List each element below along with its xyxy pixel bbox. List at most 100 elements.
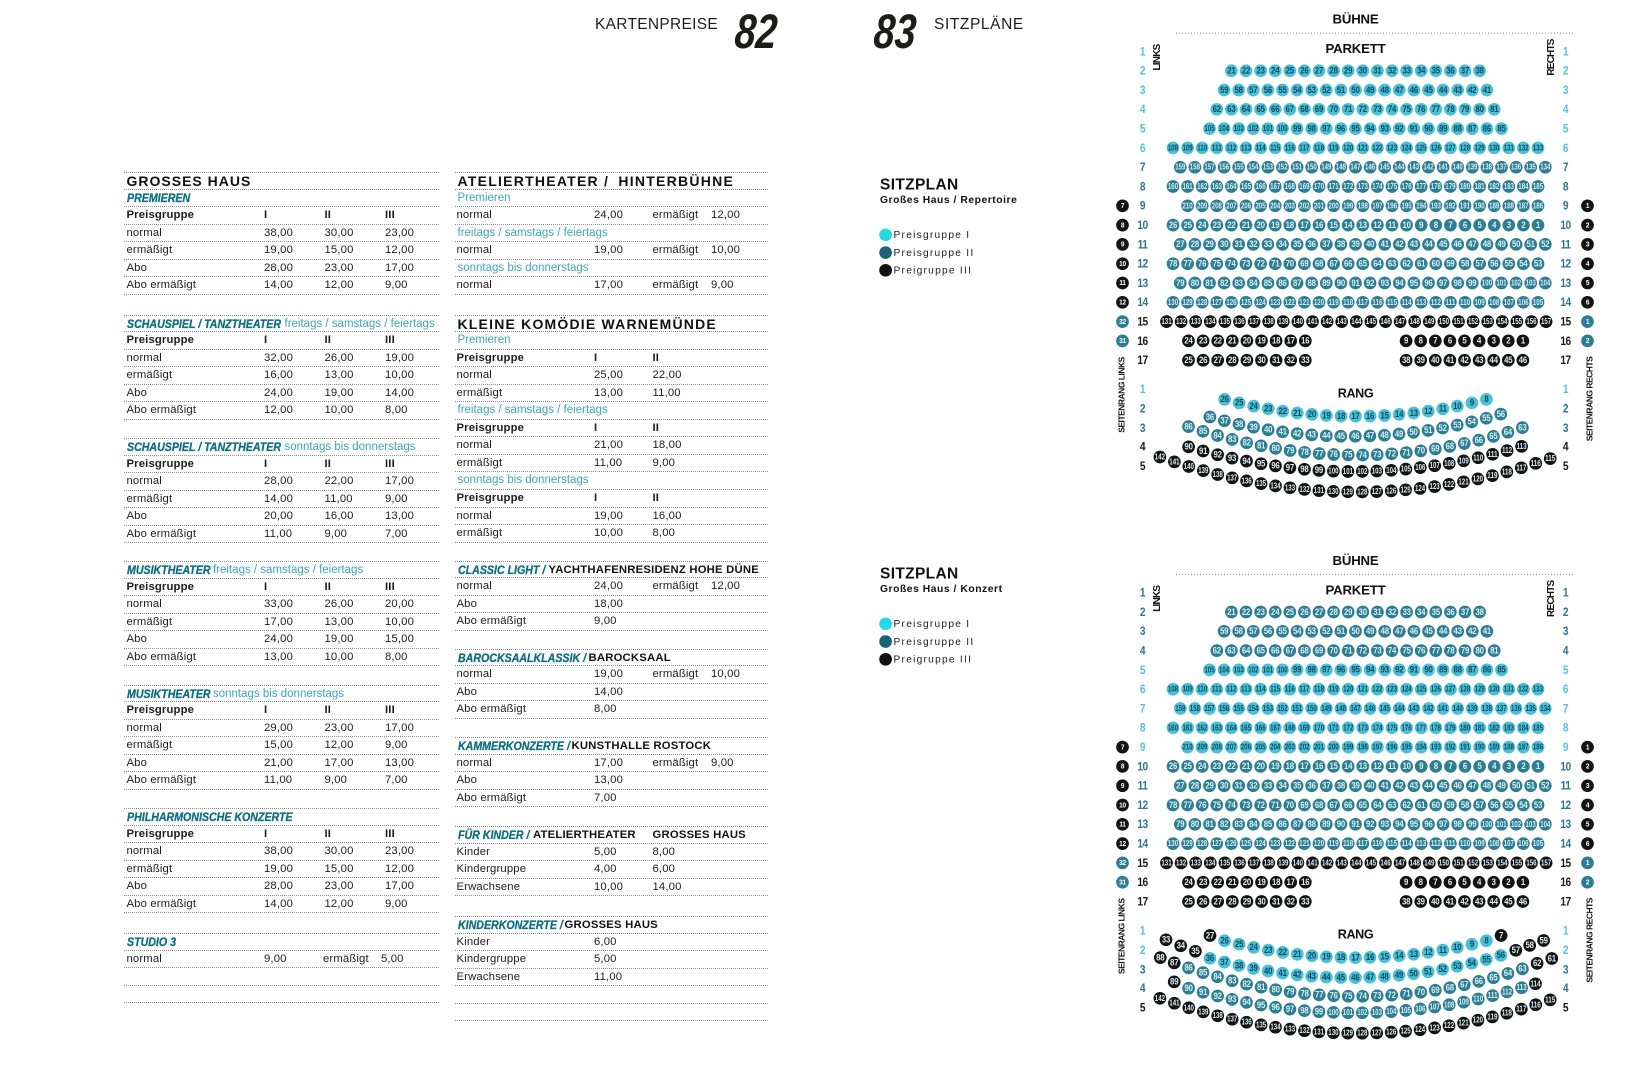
svg-text:134: 134 [1205,858,1216,868]
svg-text:156: 156 [1219,162,1230,172]
svg-text:52: 52 [1322,626,1331,637]
svg-text:186: 186 [1533,742,1544,752]
svg-text:39: 39 [1351,780,1360,791]
svg-text:95: 95 [1257,458,1266,469]
svg-text:43: 43 [1475,896,1484,907]
svg-text:171: 171 [1328,723,1339,733]
svg-text:119: 119 [1328,684,1339,694]
svg-text:105: 105 [1401,1005,1412,1015]
svg-text:141: 141 [1307,317,1318,327]
svg-text:45: 45 [1424,626,1433,637]
svg-text:25: 25 [1183,219,1192,230]
svg-text:10: 10 [1402,219,1411,230]
svg-text:24: 24 [1250,942,1259,953]
svg-text:152: 152 [1468,858,1479,868]
svg-text:81: 81 [1205,277,1214,288]
svg-text:72: 72 [1359,645,1368,656]
svg-text:38: 38 [1337,780,1346,791]
svg-text:96: 96 [1424,277,1433,288]
svg-text:188: 188 [1504,742,1515,752]
svg-text:39: 39 [1417,896,1426,907]
svg-text:47: 47 [1468,780,1477,791]
svg-text:46: 46 [1351,972,1360,983]
svg-text:194: 194 [1416,742,1427,752]
svg-text:39: 39 [1351,239,1360,250]
svg-text:164: 164 [1226,723,1237,733]
svg-text:97: 97 [1322,123,1331,134]
svg-text:107: 107 [1430,1002,1441,1012]
svg-text:2: 2 [1563,65,1569,78]
svg-text:5: 5 [1478,761,1483,772]
svg-text:121: 121 [1458,477,1469,487]
svg-text:116: 116 [1372,839,1383,849]
svg-text:105: 105 [1204,665,1215,675]
svg-text:74: 74 [1227,799,1236,810]
svg-text:4: 4 [1563,982,1570,995]
svg-text:13: 13 [1137,277,1148,290]
svg-text:83: 83 [1228,975,1237,986]
svg-text:66: 66 [1344,799,1353,810]
svg-text:126: 126 [1386,486,1397,496]
svg-text:89: 89 [1170,976,1179,987]
svg-text:57: 57 [1475,258,1484,269]
svg-text:30: 30 [1220,239,1229,250]
svg-text:135: 135 [1526,703,1537,713]
svg-text:6: 6 [1463,219,1468,230]
svg-text:1: 1 [1521,335,1526,346]
svg-text:15: 15 [1560,857,1571,870]
svg-text:139: 139 [1198,466,1209,476]
svg-text:74: 74 [1359,449,1368,460]
svg-text:96: 96 [1424,818,1433,829]
svg-text:99: 99 [1293,123,1302,134]
svg-text:109: 109 [1459,456,1470,466]
svg-text:24: 24 [1198,219,1207,230]
svg-text:97: 97 [1439,818,1448,829]
svg-text:62: 62 [1402,258,1411,269]
svg-text:141: 141 [1169,457,1180,467]
svg-text:206: 206 [1241,742,1252,752]
svg-text:38: 38 [1475,65,1484,76]
svg-text:116: 116 [1285,684,1296,694]
svg-text:195: 195 [1402,742,1413,752]
svg-text:76: 76 [1417,103,1426,114]
svg-text:15: 15 [1380,410,1389,421]
svg-text:7: 7 [1563,703,1569,716]
svg-text:45: 45 [1504,354,1513,365]
svg-text:122: 122 [1285,839,1296,849]
svg-text:44: 44 [1322,971,1331,982]
svg-text:42: 42 [1293,969,1302,980]
svg-text:178: 178 [1431,723,1442,733]
svg-text:71: 71 [1402,988,1411,999]
svg-text:74: 74 [1359,990,1368,1001]
svg-text:110: 110 [1473,994,1484,1004]
svg-text:148: 148 [1410,317,1421,327]
svg-text:146: 146 [1365,162,1376,172]
svg-text:129: 129 [1183,297,1194,307]
svg-text:174: 174 [1372,723,1383,733]
svg-text:17: 17 [1137,896,1148,909]
svg-text:27: 27 [1315,65,1324,76]
svg-text:150: 150 [1307,162,1318,172]
svg-text:Preisgruppe II: Preisgruppe II [894,637,975,648]
svg-text:51: 51 [1527,239,1536,250]
svg-text:134: 134 [1270,1022,1281,1032]
svg-text:115: 115 [1545,995,1556,1005]
svg-text:35: 35 [1432,65,1441,76]
svg-text:43: 43 [1308,429,1317,440]
svg-text:17: 17 [1287,876,1296,887]
svg-text:147: 147 [1395,858,1406,868]
svg-text:95: 95 [1257,999,1266,1010]
svg-text:69: 69 [1300,258,1309,269]
svg-text:105: 105 [1204,124,1215,134]
svg-text:1: 1 [1536,761,1541,772]
svg-text:3: 3 [1507,219,1512,230]
svg-text:200: 200 [1328,742,1339,752]
svg-text:141: 141 [1307,858,1318,868]
svg-text:138: 138 [1264,317,1275,327]
svg-text:76: 76 [1330,449,1339,460]
svg-text:11: 11 [1439,944,1447,955]
svg-text:119: 119 [1487,471,1498,481]
svg-text:127: 127 [1212,297,1223,307]
svg-text:69: 69 [1315,645,1324,656]
svg-text:35: 35 [1191,946,1200,957]
